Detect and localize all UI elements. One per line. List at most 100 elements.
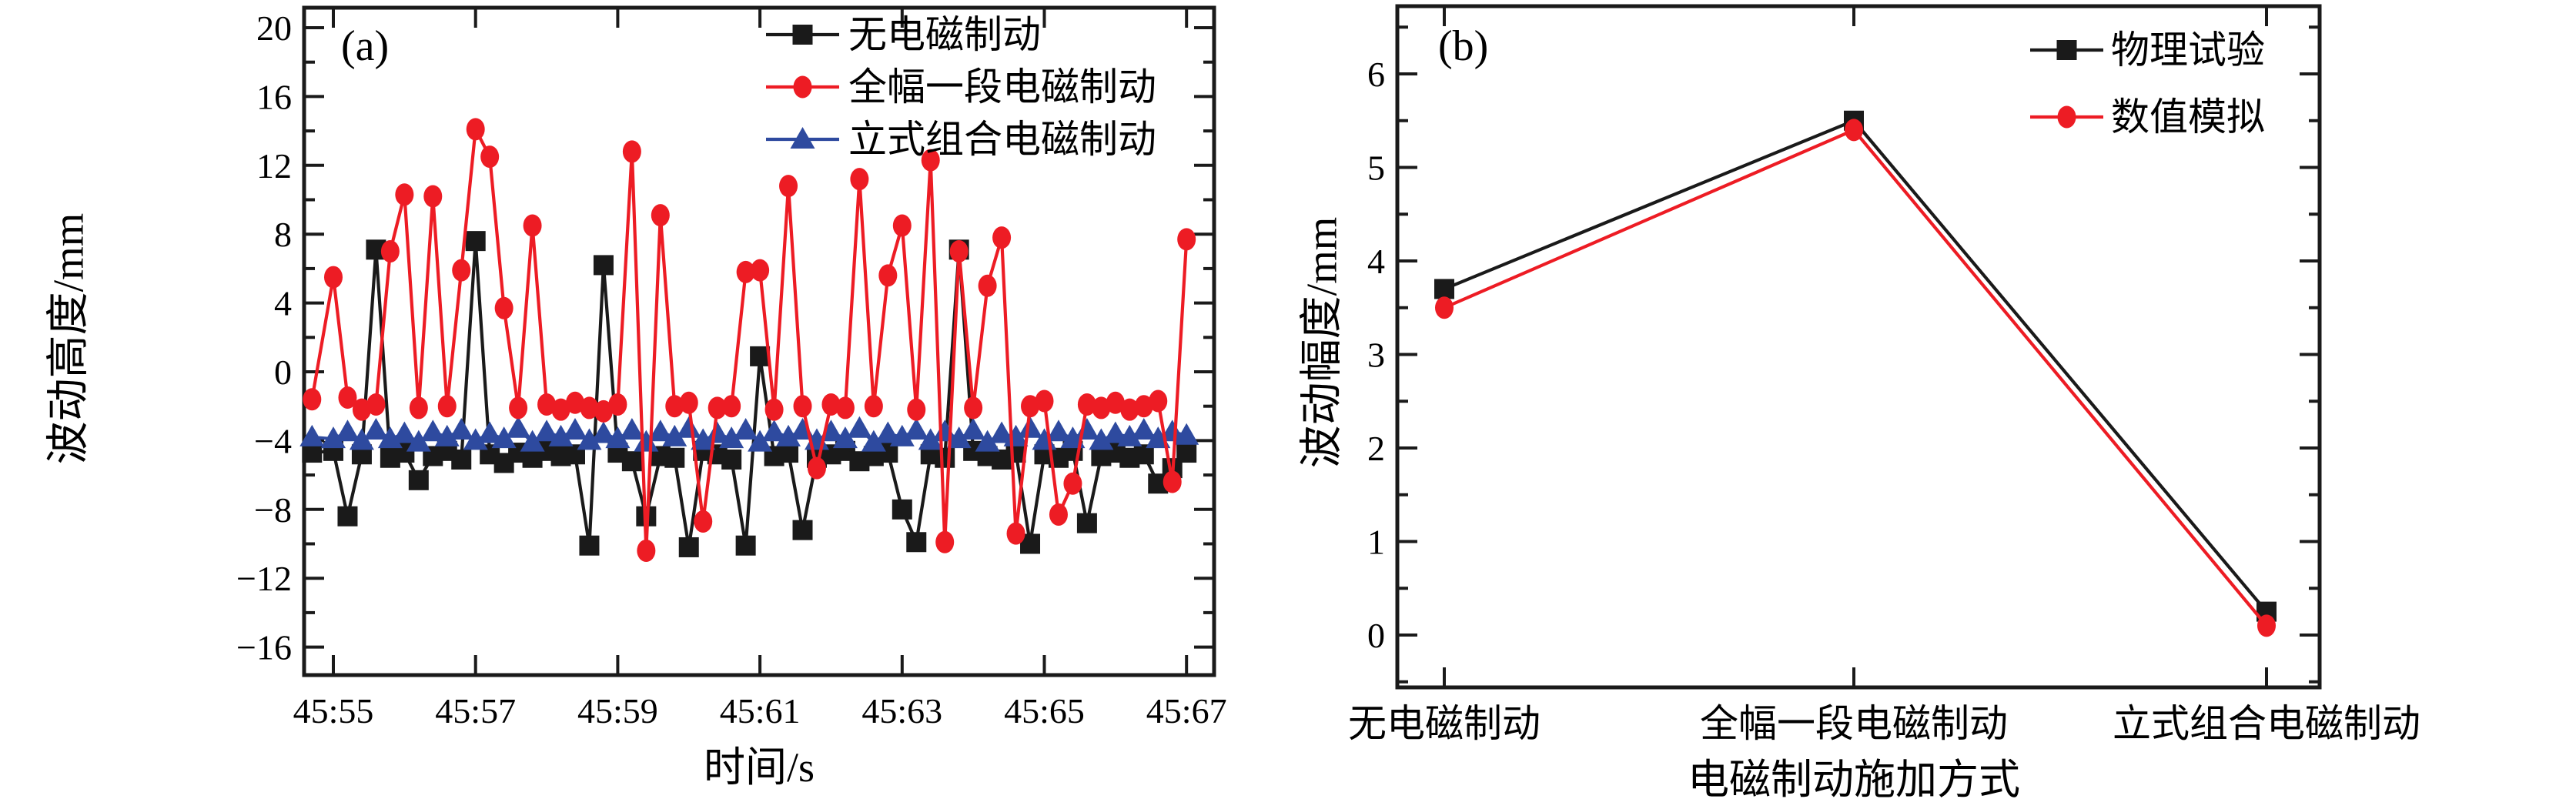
series-marker-triangle (605, 426, 631, 449)
series-marker-triangle (1074, 417, 1099, 440)
series-marker-circle (580, 396, 599, 420)
series-marker-circle (978, 274, 997, 297)
series-marker-triangle (506, 416, 531, 438)
series-marker-triangle (619, 417, 644, 440)
series-marker-triangle (918, 428, 943, 450)
series-marker-circle (352, 398, 371, 421)
series-marker-circle (551, 398, 570, 421)
series-marker-triangle (1159, 420, 1185, 442)
series-marker-triangle (889, 424, 915, 446)
series-marker-circle (935, 530, 955, 553)
series-marker-circle (1006, 522, 1025, 545)
series-marker-square (678, 537, 699, 557)
series-marker-circle (395, 183, 414, 206)
series-marker-square (721, 449, 742, 470)
series-marker-triangle (634, 430, 659, 452)
series-marker-triangle (647, 420, 673, 442)
y-tick-label: 4 (1367, 242, 1385, 281)
series-marker-circle (751, 259, 770, 282)
series-marker-square (579, 535, 600, 556)
x-tick-label: 45:63 (861, 691, 942, 730)
series-marker-circle (1177, 228, 1196, 251)
series-marker-triangle (477, 421, 503, 443)
series-marker-circle (1021, 395, 1040, 418)
axis-tick-labels-a: −16 −12 −8 −4 0 4 8 12 16 20 45:55 45:57 45:59 45:61 4… (236, 8, 1227, 730)
legend-label: 立式组合电磁制动 (848, 118, 1156, 161)
legend-label: 数值模拟 (2111, 95, 2265, 139)
series-marker-triangle (349, 428, 374, 450)
y-tick-label: 5 (1367, 149, 1385, 188)
x-category-label: 全幅一段电磁制动 (1700, 702, 2008, 745)
series-marker-triangle (832, 426, 858, 449)
series-marker-circle (1106, 391, 1125, 414)
series-marker-triangle (1089, 428, 1114, 450)
series-marker-triangle (961, 417, 986, 440)
chart-a-time-series: −16 −12 −8 −4 0 4 8 12 16 20 45:55 45:57 45:59 45:61 4… (236, 5, 1227, 730)
series-line (1444, 119, 2268, 613)
y-tick-label: 3 (1367, 336, 1385, 375)
series-marker-triangle (847, 416, 872, 438)
series-marker-triangle (1018, 416, 1043, 438)
series-marker-triangle (520, 430, 545, 452)
series-marker-circle (907, 398, 926, 421)
series-marker-square (935, 447, 955, 468)
series-marker-circle (850, 168, 869, 191)
series-marker-circle (523, 214, 542, 237)
panel-b-y-axis-title: 波动幅度/mm (1298, 216, 1347, 469)
series-marker-circle (793, 395, 812, 418)
series-marker-circle (964, 396, 983, 420)
series-marker-triangle (719, 426, 744, 449)
series-marker-circle (622, 140, 641, 163)
series-marker-circle (1149, 389, 1168, 413)
series-marker-circle (835, 396, 855, 420)
series-marker-triangle (861, 430, 886, 452)
series-marker-triangle (662, 424, 687, 446)
panel-a-x-axis-title: 时间/s (703, 744, 815, 791)
series-marker-triangle (392, 421, 417, 443)
x-tick-label: 45:61 (720, 691, 801, 730)
series-marker-triangle (420, 420, 446, 442)
series-marker-circle (466, 118, 485, 141)
series-marker-circle (409, 396, 428, 420)
series-marker-circle (1035, 389, 1054, 413)
y-tick-label: 12 (256, 146, 292, 186)
series-line (1444, 128, 2268, 627)
series-marker-triangle (704, 421, 730, 443)
series-marker-circle (651, 204, 670, 227)
series-marker-circle (821, 393, 841, 416)
series-marker-circle (949, 240, 969, 263)
series-marker-triangle (534, 420, 560, 442)
series-marker-triangle (733, 417, 758, 440)
series-marker-circle (679, 391, 698, 414)
series-marker-circle (380, 240, 400, 263)
series-marker-triangle (776, 424, 801, 446)
series-marker-triangle (1131, 417, 1156, 440)
series-marker-square (792, 520, 813, 540)
y-tick-label: 0 (274, 353, 292, 392)
series-marker-circle (764, 398, 784, 421)
legend-label: 物理试验 (2111, 28, 2265, 72)
series-marker-circle (1134, 395, 1153, 418)
series-marker-square (408, 470, 429, 490)
series-marker-circle (303, 388, 322, 411)
x-tick-label: 45:59 (577, 691, 658, 730)
series-marker-square (1434, 279, 1454, 299)
y-tick-label: 1 (1367, 523, 1385, 562)
series-marker-circle (637, 539, 656, 562)
axis-tick-labels-b: 0 1 2 3 4 5 6 无电磁制动 全幅一段电磁制动 立式组合电磁制动 (1348, 55, 2420, 745)
series-marker-circle (864, 395, 883, 418)
series-marker-circle (807, 456, 826, 480)
series-marker-square (892, 499, 912, 520)
panel-b-label: (b) (1438, 22, 1489, 70)
series-marker-square (906, 532, 927, 553)
y-tick-label: −8 (254, 490, 292, 530)
series-marker-circle (736, 260, 755, 283)
series-marker-circle (338, 386, 357, 410)
x-tick-label: 45:55 (293, 691, 374, 730)
series-marker-triangle (577, 428, 602, 450)
x-tick-label: 45:57 (435, 691, 516, 730)
series-marker-circle (480, 145, 500, 169)
series-marker-square (664, 447, 685, 468)
